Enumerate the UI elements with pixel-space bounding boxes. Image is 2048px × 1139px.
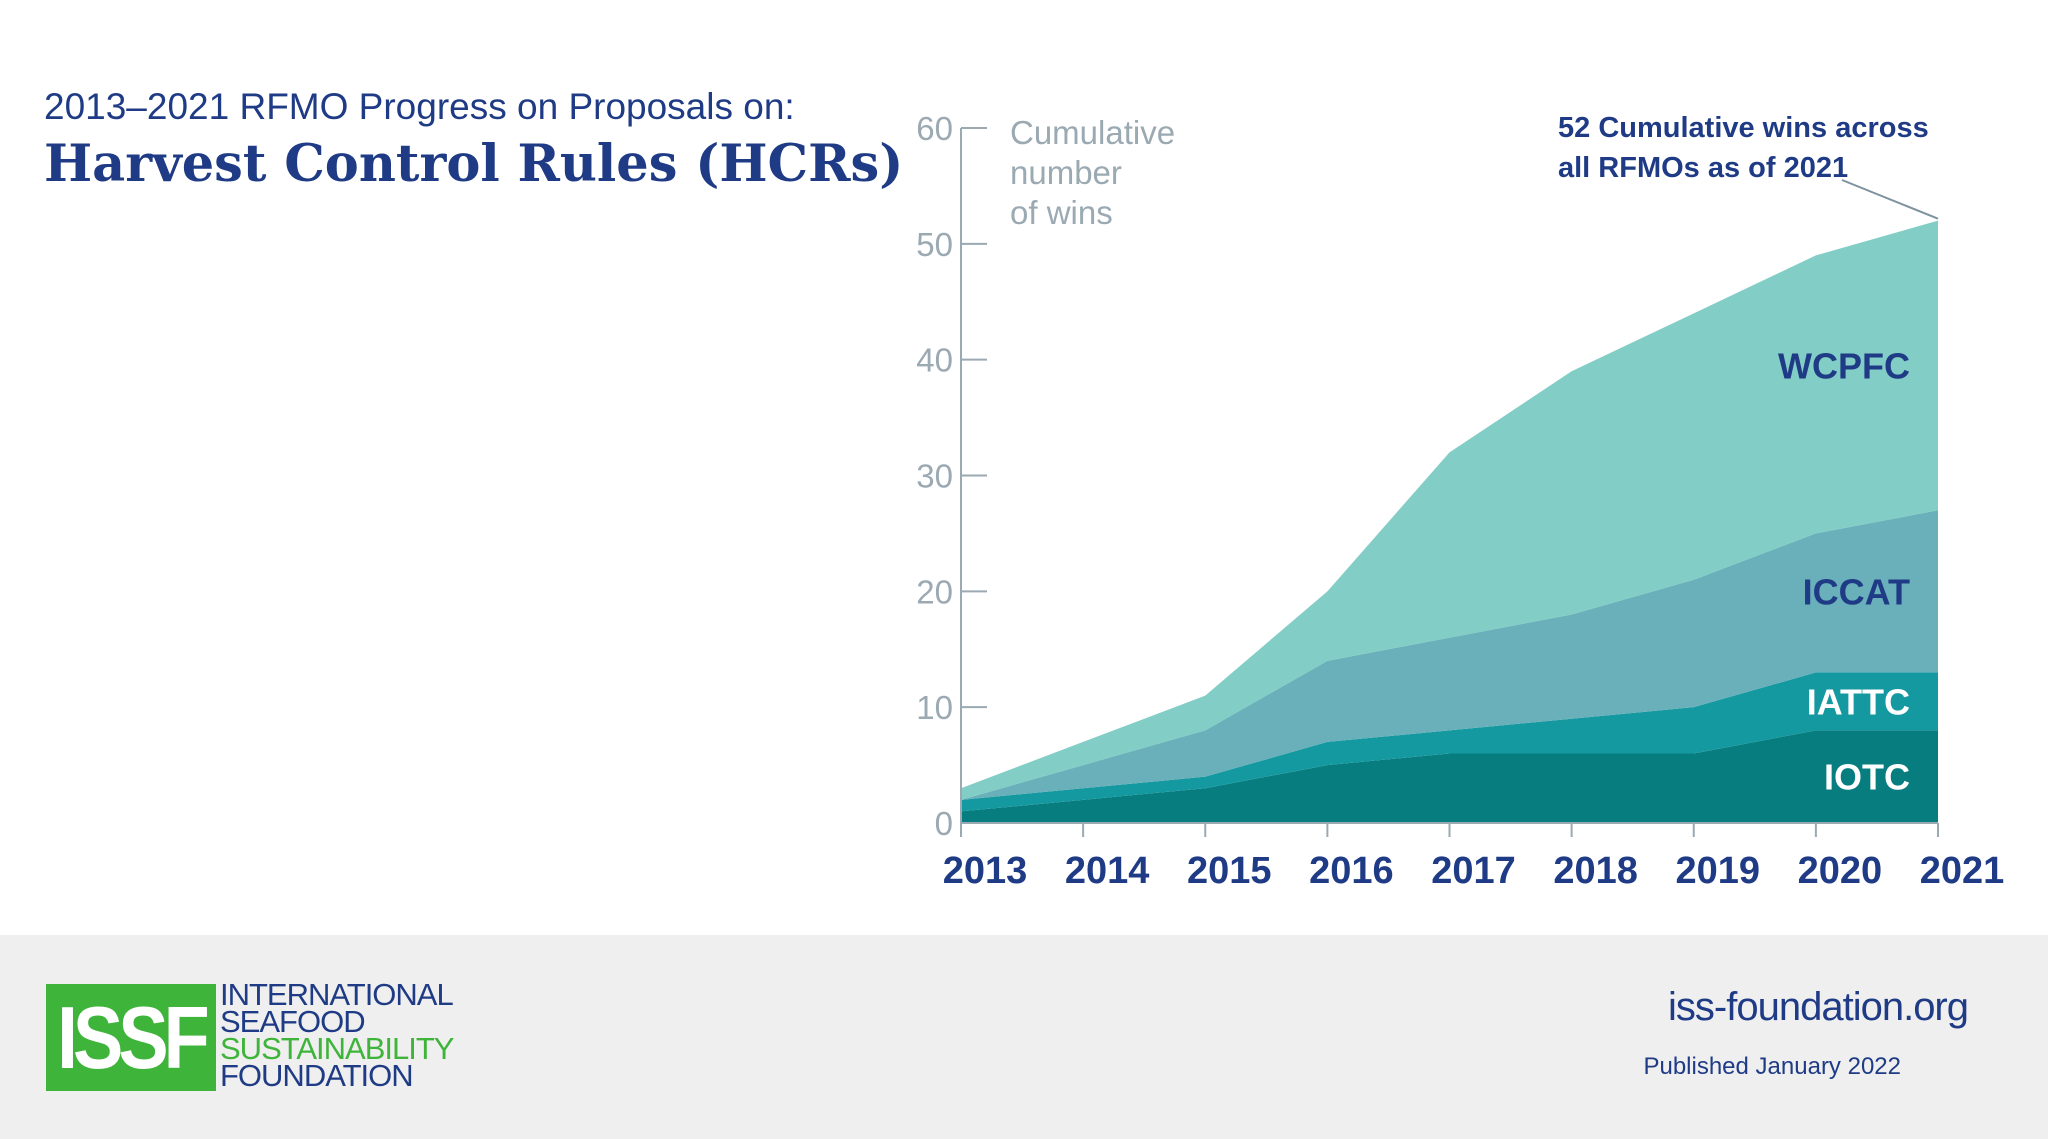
series-label-iotc: IOTC xyxy=(1824,757,1910,798)
issf-logo-wordmark: INTERNATIONAL SEAFOOD SUSTAINABILITY FOU… xyxy=(220,977,454,1093)
website-link[interactable]: iss-foundation.org xyxy=(1668,985,1969,1029)
logo-word-4: FOUNDATION xyxy=(220,1058,414,1093)
total-annotation: 52 Cumulative wins across all RFMOs as of… xyxy=(1558,112,1939,220)
x-tick-label: 2016 xyxy=(1309,850,1394,892)
y-tick-label: 20 xyxy=(916,573,953,610)
y-axis-title: Cumulative number of wins xyxy=(1010,114,1175,231)
footer: ISSF INTERNATIONAL SEAFOOD SUSTAINABILIT… xyxy=(0,935,2048,1139)
y-tick-label: 40 xyxy=(916,342,953,379)
x-tick-label: 2015 xyxy=(1187,850,1272,892)
y-tick-label: 0 xyxy=(935,805,953,842)
x-tick-label: 2014 xyxy=(1065,850,1150,892)
chart-title: Harvest Control Rules (HCRs) xyxy=(44,134,904,194)
logo-word-3: SUSTAINABILITY xyxy=(220,1031,454,1066)
y-tick-label: 60 xyxy=(916,110,953,147)
logo-word-1: INTERNATIONAL xyxy=(220,977,454,1012)
x-tick-label: 2017 xyxy=(1431,850,1516,892)
x-tick-label: 2020 xyxy=(1798,850,1883,892)
series-label-iccat: ICCAT xyxy=(1803,571,1910,612)
x-tick-label: 2018 xyxy=(1553,850,1638,892)
area-iccat xyxy=(961,510,1938,800)
annotation-leader-line xyxy=(1841,179,1939,220)
x-tick-label: 2019 xyxy=(1675,850,1760,892)
y-tick-label: 10 xyxy=(916,689,953,726)
y-tick-label: 50 xyxy=(916,226,953,263)
x-tick-label: 2021 xyxy=(1920,850,2005,892)
chart-axes: 0 10 20 30 40 50 60 2013 2014 2015 2016 2017 2018 201… xyxy=(916,110,2004,892)
annotation-line-2: all RFMOs as of 2021 xyxy=(1558,152,1848,184)
stacked-area-chart: 0 10 20 30 40 50 60 2013 2014 2015 2016 2017 2018 201… xyxy=(916,110,2004,892)
published-date: Published January 2022 xyxy=(1643,1053,1901,1080)
chart-subtitle: 2013–2021 RFMO Progress on Proposals on: xyxy=(44,86,795,127)
area-wcpfc xyxy=(961,220,1938,800)
series-labels: IOTC IATTC ICCAT WCPFC xyxy=(1778,345,1910,797)
annotation-line-1: 52 Cumulative wins across xyxy=(1558,112,1929,144)
area-layers xyxy=(961,220,1938,823)
logo-letters: ISSF xyxy=(57,987,210,1087)
series-label-wcpfc: WCPFC xyxy=(1778,345,1910,386)
issf-logo-mark[interactable]: ISSF xyxy=(46,984,216,1091)
logo-word-2: SEAFOOD xyxy=(220,1004,366,1039)
x-tick-label: 2013 xyxy=(943,850,1028,892)
y-tick-label: 30 xyxy=(916,458,953,495)
series-label-iattc: IATTC xyxy=(1807,681,1910,722)
